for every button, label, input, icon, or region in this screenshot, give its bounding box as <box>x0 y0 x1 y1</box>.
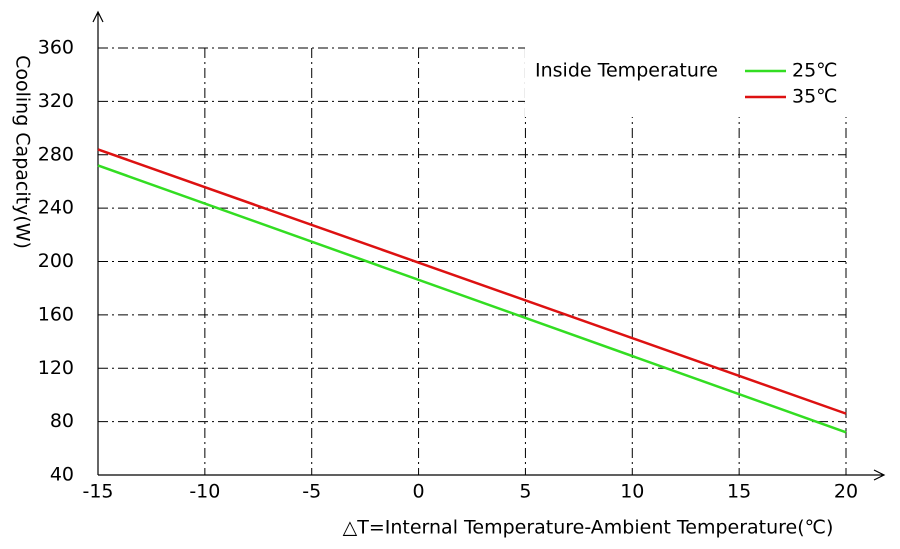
x-tick-label: 15 <box>727 481 751 503</box>
legend-label: 35℃ <box>792 86 838 108</box>
x-tick-label: -5 <box>302 481 321 503</box>
x-tick-label: -10 <box>189 481 220 503</box>
series-line <box>97 164 847 434</box>
x-axis <box>98 469 886 481</box>
x-tick-label: 0 <box>413 481 425 503</box>
y-tick-label: 160 <box>38 303 74 325</box>
y-tick-label: 200 <box>38 250 74 272</box>
y-axis-label: Cooling Capacity(W) <box>12 55 34 249</box>
y-tick-label: 280 <box>38 143 74 165</box>
x-tick-label: 20 <box>834 481 858 503</box>
legend-box <box>525 47 847 117</box>
x-tick-label: 10 <box>620 481 644 503</box>
x-tick-label: -15 <box>82 481 113 503</box>
x-tick-label: 5 <box>519 481 531 503</box>
legend-label: 25℃ <box>792 60 838 82</box>
y-tick-label: 320 <box>38 90 74 112</box>
y-tick-label: 120 <box>38 357 74 379</box>
y-tick-label: 240 <box>38 197 74 219</box>
y-axis <box>92 10 104 475</box>
series-line <box>97 148 847 415</box>
y-tick-label: 360 <box>38 37 74 59</box>
y-tick-label: 40 <box>50 464 74 486</box>
x-axis-label: △T=Internal Temperature-Ambient Temperat… <box>343 517 834 539</box>
legend-title: Inside Temperature <box>535 60 718 82</box>
y-tick-label: 80 <box>50 410 74 432</box>
